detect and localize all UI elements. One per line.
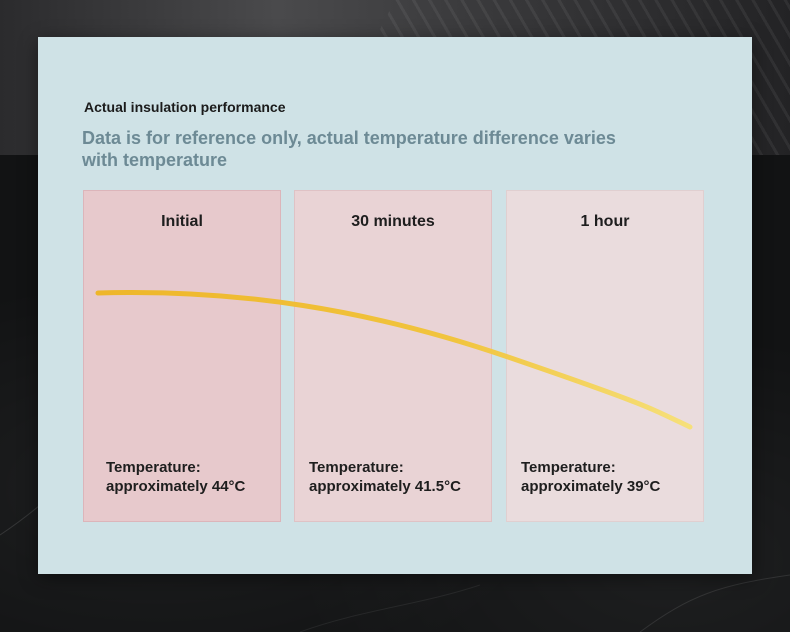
temperature-value: approximately 44°C bbox=[106, 478, 246, 495]
temperature-value: approximately 41.5°C bbox=[309, 478, 461, 495]
column-30-minutes: 30 minutes Temperature: approximately 41… bbox=[294, 190, 492, 522]
temperature-label: Temperature: bbox=[106, 459, 201, 476]
temperature-label: Temperature: bbox=[309, 459, 404, 476]
temperature-label: Temperature: bbox=[521, 459, 616, 476]
column-temperature: Temperature: approximately 39°C bbox=[521, 458, 696, 496]
insulation-panel: Actual insulation performance Data is fo… bbox=[38, 37, 752, 574]
reference-note: Data is for reference only, actual tempe… bbox=[82, 128, 616, 170]
column-initial: Initial Temperature: approximately 44°C bbox=[83, 190, 281, 522]
column-title: 1 hour bbox=[580, 213, 630, 230]
temperature-value: approximately 39°C bbox=[521, 478, 661, 495]
column-1-hour: 1 hour Temperature: approximately 39°C bbox=[506, 190, 704, 522]
column-temperature: Temperature: approximately 44°C bbox=[106, 458, 281, 496]
panel-eyebrow: Actual insulation performance bbox=[84, 99, 286, 115]
column-title: 30 minutes bbox=[351, 213, 435, 230]
column-temperature: Temperature: approximately 41.5°C bbox=[309, 458, 484, 496]
column-title: Initial bbox=[161, 213, 203, 230]
